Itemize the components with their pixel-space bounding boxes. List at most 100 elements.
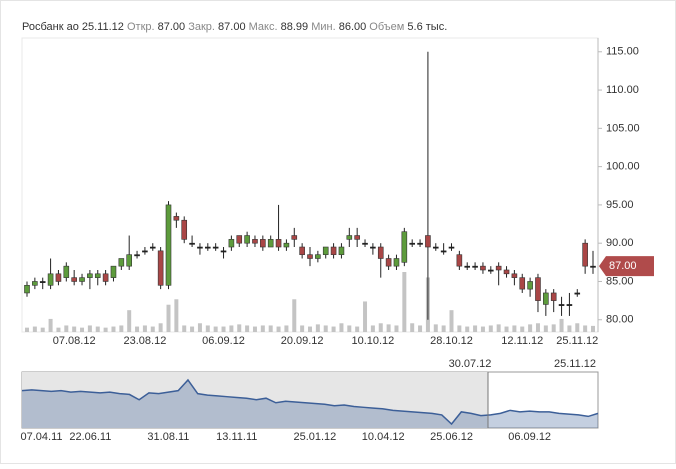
x-tick-label: 06.09.12 <box>202 335 245 347</box>
volume-bar <box>252 326 257 332</box>
candle-body <box>527 281 533 290</box>
volume-bar <box>504 326 509 332</box>
candle-body <box>291 235 298 240</box>
volume-bar <box>56 327 61 332</box>
navigator-label: 25.01.12 <box>293 431 336 443</box>
candle-body <box>425 235 431 248</box>
candle-body <box>55 273 62 282</box>
window-start: 30.07.12 <box>449 358 492 370</box>
candle-body <box>275 239 282 248</box>
volume-bar <box>323 325 328 332</box>
candle-body <box>543 292 549 305</box>
candle-body <box>267 239 274 248</box>
candle-body <box>362 242 368 245</box>
candle-body <box>472 265 478 268</box>
candle-body <box>377 246 384 259</box>
low: 86.00 <box>339 21 367 33</box>
navigator-label: 07.04.11 <box>21 431 63 443</box>
y-tick-label: 95.00 <box>606 199 634 211</box>
volume-bar <box>190 326 195 332</box>
close: 87.00 <box>218 21 246 33</box>
candle-body <box>244 235 250 244</box>
volume-bar <box>363 301 368 332</box>
candle-body <box>126 254 132 267</box>
volume-bar <box>347 325 352 332</box>
candle-body <box>110 265 117 278</box>
candle-body <box>63 265 70 278</box>
volume-bar <box>166 304 171 332</box>
y-tick-label: 105.00 <box>606 122 640 134</box>
last-price-label: 87.00 <box>609 260 637 272</box>
candle-body <box>488 269 494 272</box>
open: 87.00 <box>158 21 186 33</box>
candle-body <box>519 277 526 290</box>
volume-bar <box>465 326 470 332</box>
candle-body <box>590 265 596 268</box>
volume-bar <box>25 327 29 332</box>
date: 25.11.12 <box>82 21 124 33</box>
volume-bar <box>496 324 501 332</box>
candle-body <box>220 250 227 253</box>
x-tick-label: 10.10.12 <box>351 335 394 347</box>
volume-bar <box>394 325 399 332</box>
candle-body <box>315 254 321 259</box>
volume-bar <box>473 325 478 332</box>
volume-bar <box>567 325 572 332</box>
volume-bar <box>32 326 37 332</box>
candle-body <box>330 246 337 255</box>
candle-body <box>47 273 54 286</box>
volume-bar <box>213 326 218 332</box>
candle-body <box>307 254 313 259</box>
candle-body <box>283 242 290 248</box>
volume-bar <box>418 325 423 332</box>
volume-bar <box>87 325 92 332</box>
candle-body <box>181 219 188 240</box>
candle-body <box>495 265 502 271</box>
volume-bar <box>512 325 517 332</box>
candle-body <box>142 250 148 253</box>
candle-body <box>464 265 471 268</box>
volume-bar <box>150 326 155 332</box>
high-label: Макс. <box>249 21 278 33</box>
volume-bar <box>559 318 564 332</box>
volume-bar <box>284 325 289 332</box>
open-label: Откр. <box>127 21 155 33</box>
volume-bar <box>95 326 100 332</box>
candle-body <box>417 242 423 245</box>
candle-body <box>236 235 243 244</box>
candle-body <box>535 277 541 301</box>
candle-body <box>94 273 101 278</box>
window-end: 25.11.12 <box>554 358 596 370</box>
navigator-line <box>21 378 599 426</box>
volume-bar <box>268 325 273 332</box>
candle-body <box>338 246 345 255</box>
volume-bar <box>583 325 588 332</box>
candle-body <box>24 284 30 294</box>
candle-body <box>385 258 392 267</box>
candle-body <box>205 246 211 249</box>
candle-body <box>173 216 180 221</box>
volume-bar <box>378 323 383 332</box>
volume-bar <box>142 325 147 332</box>
volume-bar <box>237 324 242 332</box>
candle-body <box>440 250 447 253</box>
x-tick-label: 25.11.12 <box>556 335 598 347</box>
candle-body <box>480 265 486 271</box>
candle-body <box>102 273 109 282</box>
volume-bar <box>528 324 533 332</box>
volume-bar <box>300 325 305 332</box>
x-tick-label: 12.11.12 <box>501 335 543 347</box>
y-tick-label: 85.00 <box>606 275 634 287</box>
candle-body <box>346 235 353 240</box>
x-tick-label: 07.08.12 <box>53 335 96 347</box>
volume-bar <box>135 326 140 332</box>
volume-bar <box>441 325 446 332</box>
candle-body <box>197 246 203 249</box>
candle-body <box>558 304 565 306</box>
candle-body <box>574 292 581 295</box>
candle-body <box>134 254 140 257</box>
candle-body <box>448 246 455 249</box>
candle-body <box>393 258 400 267</box>
navigator-label: 25.06.12 <box>430 431 473 443</box>
volume-bar <box>402 272 407 332</box>
